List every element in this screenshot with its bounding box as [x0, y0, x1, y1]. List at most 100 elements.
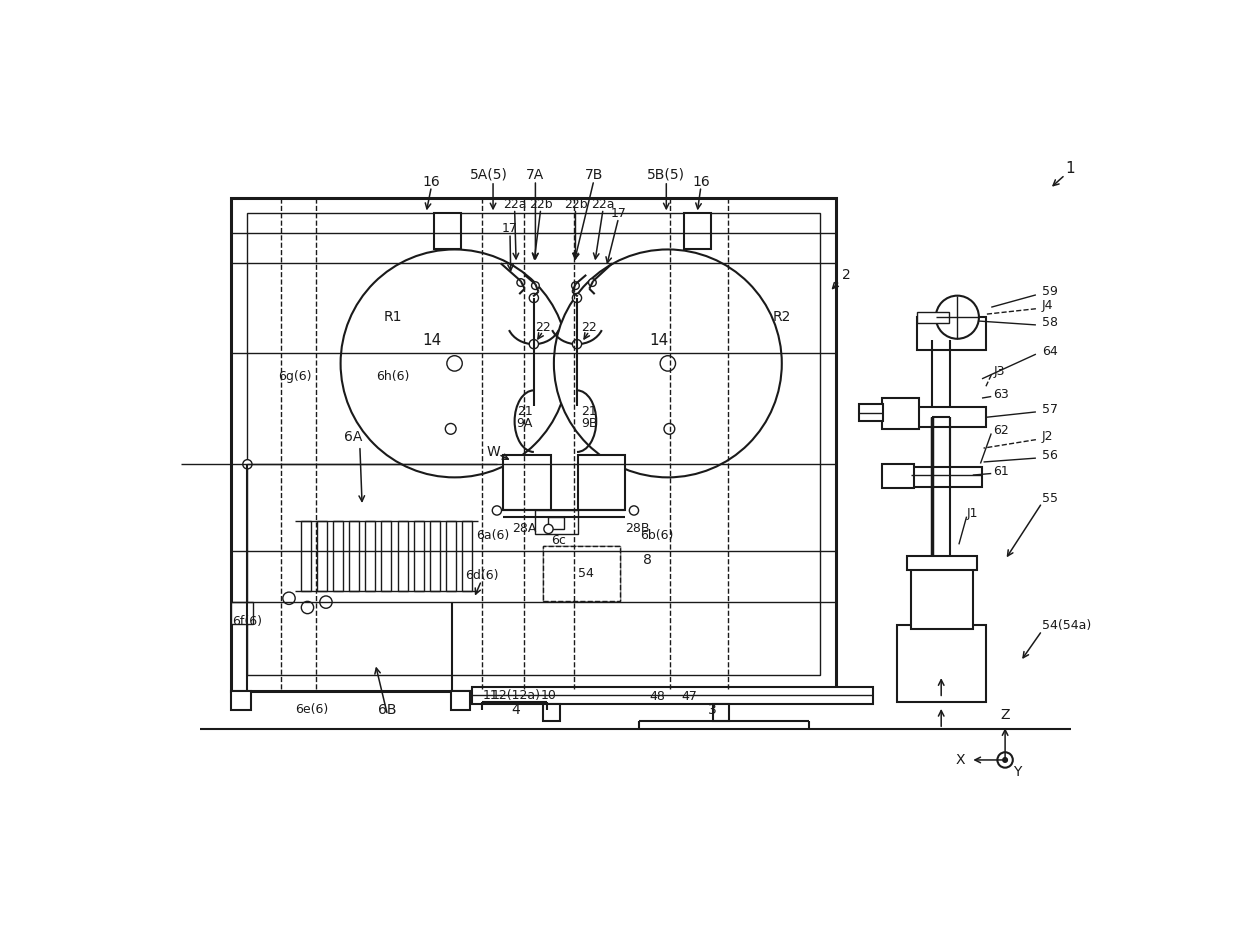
Text: 8: 8 [642, 553, 651, 567]
Bar [503, 455, 551, 510]
Circle shape [301, 602, 314, 614]
Bar [911, 564, 972, 629]
Text: Y: Y [1013, 766, 1022, 779]
Bar [463, 521, 472, 590]
Circle shape [529, 339, 538, 349]
Text: J2: J2 [1042, 430, 1054, 443]
Circle shape [243, 459, 252, 469]
Text: 58: 58 [1042, 316, 1058, 329]
Text: 14: 14 [422, 333, 441, 348]
Circle shape [997, 753, 1013, 768]
Text: 48: 48 [649, 690, 665, 703]
Bar [430, 521, 440, 590]
Circle shape [1003, 757, 1007, 762]
Bar [366, 521, 376, 590]
Text: 17: 17 [610, 207, 626, 220]
Text: 6a(6): 6a(6) [476, 529, 510, 541]
Text: 22: 22 [536, 321, 551, 334]
Bar [300, 521, 310, 590]
Text: W: W [486, 445, 500, 459]
Circle shape [320, 596, 332, 608]
Circle shape [446, 356, 463, 372]
Bar [543, 546, 620, 602]
Text: 6B: 6B [378, 703, 397, 717]
Text: 11: 11 [482, 688, 498, 702]
Bar [446, 521, 456, 590]
Bar [316, 521, 326, 590]
Circle shape [630, 505, 639, 515]
Text: 16: 16 [423, 175, 440, 190]
Text: 6A: 6A [343, 430, 362, 443]
Circle shape [532, 282, 539, 290]
Text: J4: J4 [1042, 299, 1054, 312]
Circle shape [529, 293, 538, 303]
Text: 3: 3 [708, 703, 717, 717]
Circle shape [341, 250, 568, 477]
Bar [414, 521, 424, 590]
Text: 9A: 9A [516, 417, 533, 430]
Bar [578, 455, 625, 510]
Text: R1: R1 [383, 310, 402, 324]
Text: 6d(6): 6d(6) [465, 569, 498, 582]
Text: 28B: 28B [625, 522, 650, 536]
Text: 22a: 22a [503, 197, 526, 210]
Circle shape [445, 423, 456, 434]
Text: 10: 10 [541, 688, 557, 702]
Bar [231, 603, 253, 623]
Bar [916, 407, 986, 427]
Text: J1: J1 [967, 507, 978, 520]
Circle shape [936, 296, 978, 339]
Text: Z: Z [1001, 708, 1009, 722]
Text: 54: 54 [578, 567, 594, 580]
Text: 5A(5): 5A(5) [470, 168, 508, 182]
Text: 59: 59 [1042, 286, 1058, 298]
Text: 57: 57 [1042, 403, 1058, 416]
Circle shape [517, 279, 525, 287]
Text: 16: 16 [692, 175, 709, 190]
Text: 2: 2 [842, 268, 851, 282]
Bar [231, 198, 836, 690]
Text: 62: 62 [993, 424, 1009, 437]
Text: 21: 21 [517, 405, 532, 419]
Bar [548, 518, 564, 529]
Bar [536, 510, 578, 534]
Text: 64: 64 [1042, 345, 1058, 358]
Bar [906, 556, 977, 570]
Bar [350, 521, 360, 590]
Text: 9B: 9B [582, 417, 598, 430]
Text: 22a: 22a [591, 197, 615, 210]
Bar [472, 687, 873, 703]
Bar [859, 405, 883, 422]
Circle shape [492, 505, 501, 515]
Text: R2: R2 [773, 310, 791, 324]
Text: J3: J3 [993, 365, 1006, 377]
Circle shape [544, 524, 553, 534]
Bar [231, 690, 250, 710]
Bar [916, 317, 986, 350]
Text: 1: 1 [1065, 161, 1075, 176]
Text: 6g(6): 6g(6) [279, 370, 312, 383]
Circle shape [663, 423, 675, 434]
Bar [543, 703, 560, 720]
Text: 22b: 22b [564, 197, 588, 210]
Circle shape [573, 339, 582, 349]
Bar [684, 213, 711, 250]
Text: 17: 17 [502, 223, 518, 235]
Text: 14: 14 [649, 333, 668, 348]
Bar [911, 468, 982, 487]
Bar [882, 398, 919, 429]
Text: 54(54a): 54(54a) [1042, 619, 1091, 632]
Text: 12(12a): 12(12a) [491, 688, 541, 702]
Text: 6h(6): 6h(6) [376, 370, 409, 383]
Text: 55: 55 [1042, 491, 1058, 505]
Text: 22b: 22b [529, 197, 553, 210]
Text: 22: 22 [582, 321, 598, 334]
Text: 6e(6): 6e(6) [295, 703, 329, 717]
Text: 56: 56 [1042, 449, 1058, 462]
Bar [916, 312, 949, 323]
Circle shape [554, 250, 781, 477]
Text: 4: 4 [512, 703, 521, 717]
Bar [898, 625, 986, 703]
Bar [450, 690, 470, 710]
Bar [882, 464, 914, 488]
